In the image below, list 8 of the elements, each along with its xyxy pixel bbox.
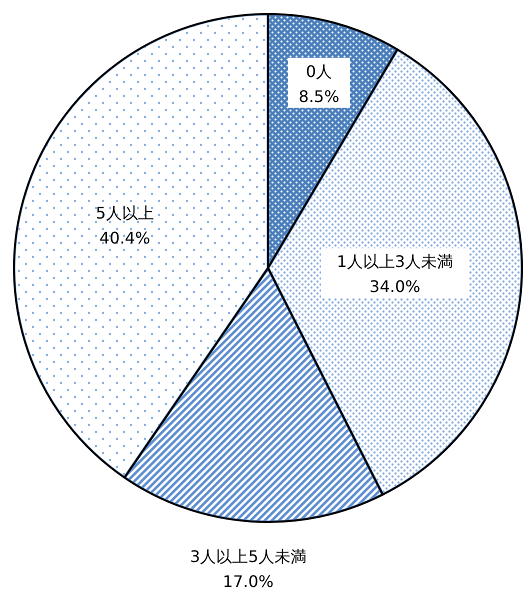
data-label: 8.5% (298, 86, 340, 106)
slice-label: 1人以上3人未満 (336, 252, 454, 272)
slice-label: 3人以上5人未満 (190, 547, 306, 566)
slice-label: 5人以上 (96, 204, 154, 223)
data-label: 34.0% (370, 277, 420, 296)
data-label: 40.4% (99, 228, 150, 248)
data-label: 17.0% (222, 572, 274, 592)
slice-label: 0人 (306, 62, 332, 81)
